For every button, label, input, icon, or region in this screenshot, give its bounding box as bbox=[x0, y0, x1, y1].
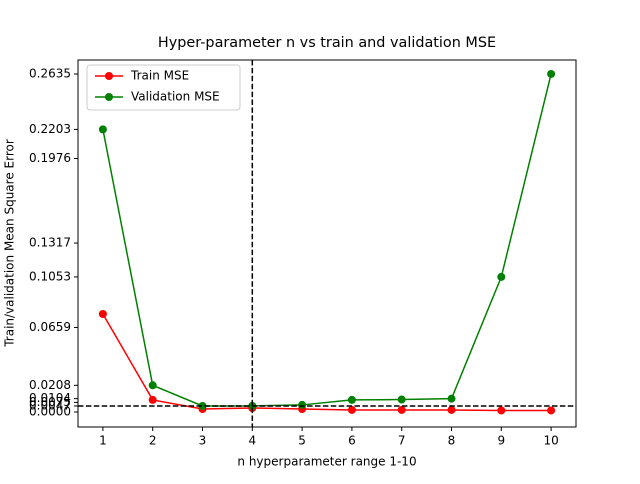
y-tick-label: 0.0659 bbox=[29, 320, 71, 334]
x-tick-label: 4 bbox=[248, 434, 256, 448]
data-point bbox=[547, 406, 556, 415]
data-point bbox=[98, 125, 107, 134]
series-line bbox=[102, 73, 552, 407]
y-tick-label: 0.0000 bbox=[29, 404, 71, 418]
x-tick-label: 7 bbox=[398, 434, 406, 448]
data-point bbox=[497, 406, 506, 415]
data-point bbox=[198, 401, 207, 410]
x-axis-label: n hyperparameter range 1-10 bbox=[237, 455, 416, 469]
y-tick-label: 0.2635 bbox=[29, 66, 71, 80]
x-tick-label: 5 bbox=[298, 434, 306, 448]
y-tick-label: 0.1053 bbox=[29, 269, 71, 283]
x-tick-label: 8 bbox=[448, 434, 456, 448]
data-point bbox=[347, 405, 356, 414]
data-point bbox=[148, 381, 157, 390]
y-tick-label: 0.0208 bbox=[29, 378, 71, 392]
data-point bbox=[547, 69, 556, 78]
data-point bbox=[447, 405, 456, 414]
data-point bbox=[98, 309, 107, 318]
x-tick-label: 9 bbox=[497, 434, 505, 448]
x-tick-label: 3 bbox=[199, 434, 207, 448]
y-tick-label: 0.1317 bbox=[29, 236, 71, 250]
plot-frame bbox=[77, 59, 577, 428]
y-axis-label: Train/validation Mean Square Error bbox=[3, 139, 17, 348]
x-tick-label: 10 bbox=[543, 434, 558, 448]
y-tick-label: 0.0047 bbox=[29, 398, 71, 412]
legend-label: Train MSE bbox=[130, 69, 189, 83]
data-point bbox=[347, 395, 356, 404]
y-tick-label: 0.0075 bbox=[29, 395, 71, 409]
data-point bbox=[148, 395, 157, 404]
legend-marker bbox=[105, 93, 113, 101]
legend-marker bbox=[105, 72, 113, 80]
data-point bbox=[497, 272, 506, 281]
y-tick-label: 0.2203 bbox=[29, 122, 71, 136]
x-tick-label: 6 bbox=[348, 434, 356, 448]
data-point bbox=[397, 405, 406, 414]
data-point bbox=[397, 395, 406, 404]
y-tick-label: 0.1976 bbox=[29, 151, 71, 165]
x-tick-label: 2 bbox=[149, 434, 157, 448]
y-tick-label: 0.0104 bbox=[29, 391, 71, 405]
data-point bbox=[298, 400, 307, 409]
legend: Train MSE Validation MSE bbox=[86, 64, 241, 111]
data-point bbox=[447, 394, 456, 403]
series-line bbox=[102, 313, 552, 412]
legend-label: Validation MSE bbox=[131, 90, 220, 104]
chart-title: Hyper-parameter n vs train and validatio… bbox=[158, 35, 496, 51]
legend-box bbox=[86, 64, 241, 111]
x-tick-label: 1 bbox=[99, 434, 107, 448]
